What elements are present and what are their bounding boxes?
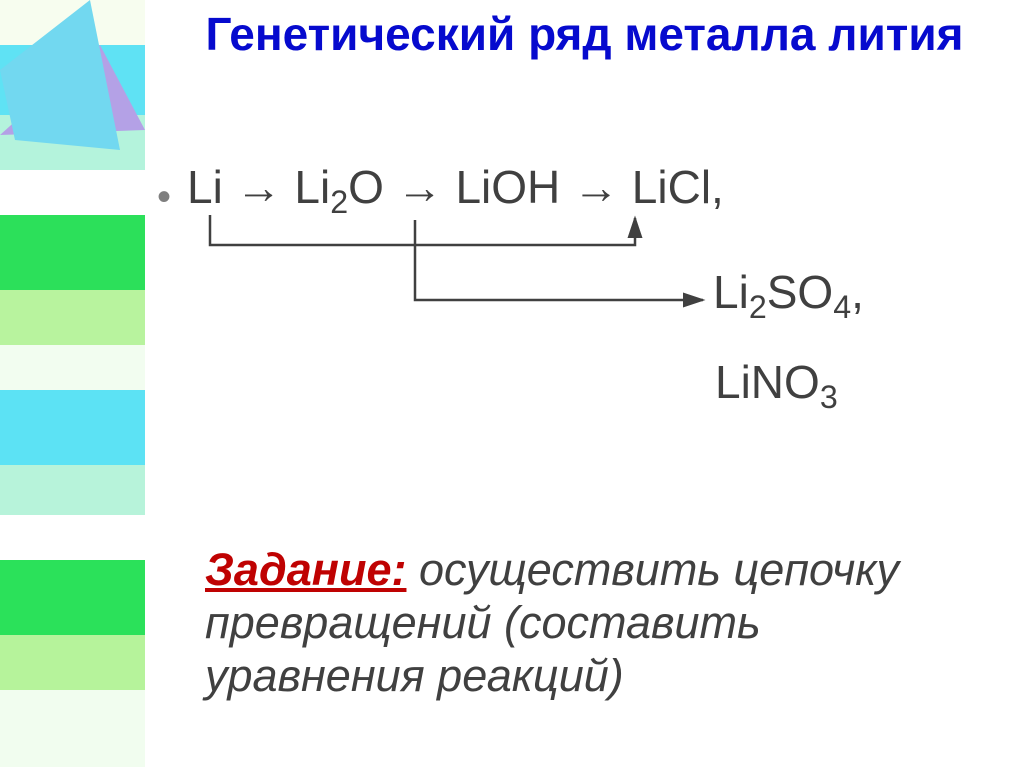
li2so4-comma: , — [851, 266, 864, 318]
li2o-li: Li — [294, 161, 330, 213]
strip-segment — [0, 390, 145, 465]
slide-content: Генетический ряд металла лития • Li → Li… — [145, 0, 1024, 767]
formula-line-1: Li → Li2O → LiOH → LiCl, — [187, 160, 724, 214]
strip-segment — [0, 215, 145, 290]
formula-line-2: Li2SO4, — [713, 265, 864, 319]
strip-segment — [0, 690, 145, 767]
formula-line-3: LiNO3 — [715, 355, 838, 409]
task-label: Задание: — [205, 544, 406, 595]
reaction-arrows — [145, 0, 1024, 500]
lino3-sub: 3 — [820, 379, 838, 415]
li2so4-sub2: 4 — [833, 289, 851, 325]
lino3-lino: LiNO — [715, 356, 820, 408]
task-block: Задание: осуществить цепочку превращений… — [205, 543, 965, 702]
slide-title: Генетический ряд металла лития — [145, 8, 1024, 61]
strip-segment — [0, 560, 145, 635]
strip-segment — [0, 170, 145, 215]
strip-segment — [0, 635, 145, 690]
strip-segment — [0, 345, 145, 390]
strip-segment — [0, 465, 145, 515]
triangle-decoration — [0, 0, 155, 155]
licl: LiCl, — [619, 161, 724, 213]
li2so4-li: Li — [713, 266, 749, 318]
li-symbol: Li — [187, 161, 236, 213]
strip-segment — [0, 290, 145, 345]
li2o-o: O — [348, 161, 397, 213]
li2o-sub: 2 — [330, 184, 348, 220]
li2so4-sub1: 2 — [749, 289, 767, 325]
strip-segment — [0, 515, 145, 560]
lioh: LiOH — [455, 161, 573, 213]
li2so4-so: SO — [767, 266, 833, 318]
bullet-icon: • — [157, 175, 171, 220]
